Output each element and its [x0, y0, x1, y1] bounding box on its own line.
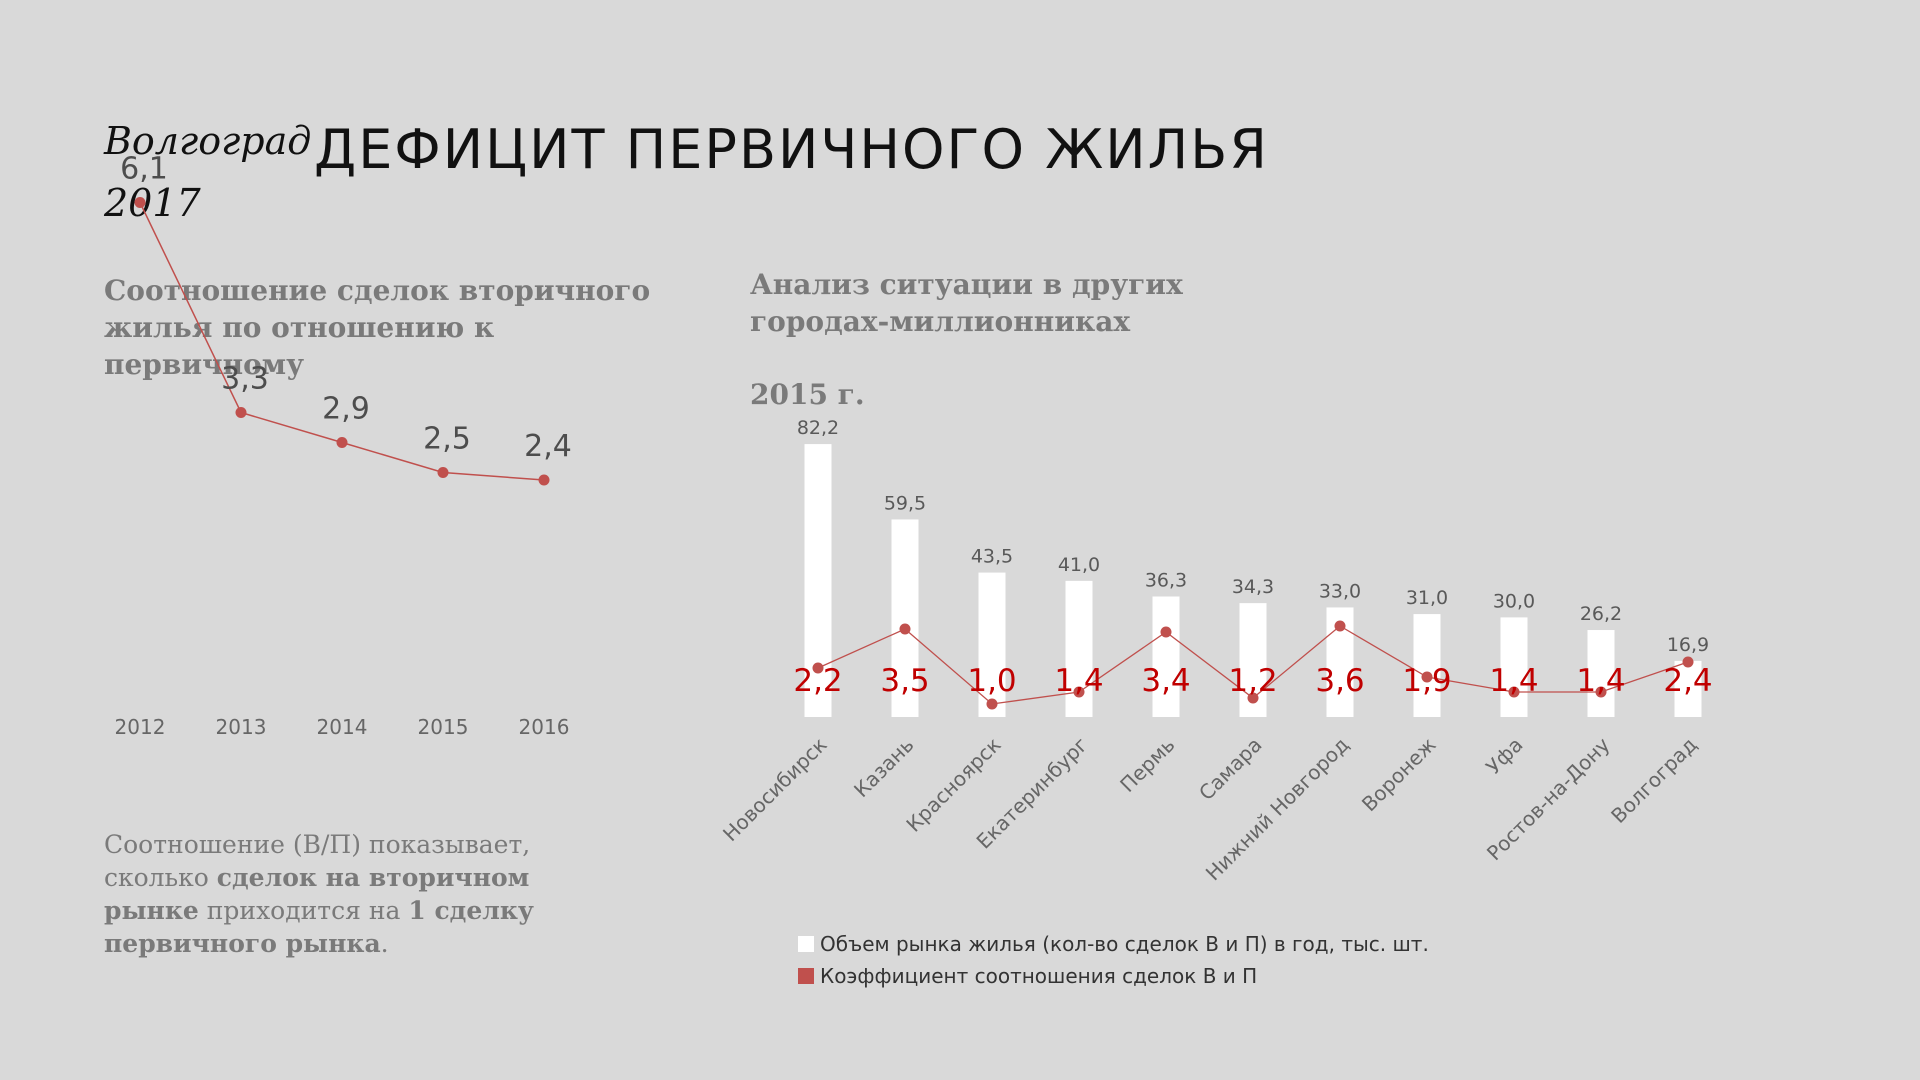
ratio-value-label: 1,0 [967, 663, 1016, 699]
ratio-value-label: 1,4 [1489, 663, 1538, 699]
ratio-point-11 [1682, 656, 1694, 668]
city-x-label: Уфа [1481, 733, 1527, 779]
ratio-point-1 [812, 662, 824, 674]
legend-item-volume: Объем рынка жилья (кол-во сделок В и П) … [798, 928, 1429, 960]
ratio-value-label: 3,4 [1141, 663, 1190, 699]
legend-label-volume: Объем рынка жилья (кол-во сделок В и П) … [820, 932, 1429, 956]
bar-11 [1674, 660, 1702, 717]
chart-legend: Объем рынка жилья (кол-во сделок В и П) … [798, 928, 1429, 992]
trend-x-tick: 2014 [317, 715, 368, 739]
brand-city: Волгоград [104, 119, 312, 163]
ratio-point-8 [1421, 671, 1433, 683]
ratio-value-label: 2,4 [1663, 663, 1712, 699]
bar-8 [1413, 614, 1441, 717]
bar-value-label: 41,0 [1058, 554, 1100, 576]
city-x-label: Волгоград [1606, 733, 1701, 828]
trend-value-label: 2,5 [423, 422, 471, 457]
note-text-1: Соотношение (В/П) показывает, сколько [104, 830, 531, 892]
ratio-point-3 [986, 698, 998, 710]
trend-point-2014 [336, 437, 348, 448]
note-bold-2: 1 сделку первичного рынка [104, 896, 534, 958]
trend-value-label: 2,9 [322, 392, 370, 427]
left-chart-title: Соотношение сделок вторичного жилья по о… [104, 274, 651, 381]
city-x-label: Новосибирск [718, 733, 831, 846]
legend-swatch-ratio [798, 968, 814, 984]
ratio-value-label: 3,6 [1315, 663, 1364, 699]
bar-9 [1500, 617, 1528, 717]
bar-value-label: 59,5 [884, 492, 926, 514]
ratio-value-label: 1,4 [1054, 663, 1103, 699]
bar-value-label: 30,0 [1493, 590, 1535, 612]
trend-point-2013 [235, 407, 247, 418]
brand-year: 2017 [104, 181, 201, 225]
note-bold-1: сделок на вторичном рынке [104, 863, 530, 925]
trend-point-2016 [538, 474, 550, 486]
bar-3 [978, 572, 1006, 717]
trend-x-tick: 2012 [115, 715, 166, 739]
ratio-point-4 [1073, 686, 1085, 698]
page-title: ДЕФИЦИТ ПЕРВИЧНОГО ЖИЛЬЯ [314, 118, 1269, 181]
ratio-point-7 [1334, 620, 1346, 632]
legend-swatch-volume [798, 936, 814, 952]
ratio-value-label: 1,4 [1576, 663, 1625, 699]
explanation-note: Соотношение (В/П) показывает, сколько сд… [104, 828, 624, 960]
city-x-label: Пермь [1115, 733, 1179, 797]
ratio-value-label: 1,9 [1402, 663, 1451, 699]
city-x-label: Нижний Новгород [1201, 733, 1354, 886]
bar-value-label: 26,2 [1580, 603, 1622, 625]
trend-x-tick: 2013 [216, 715, 267, 739]
brand-mark: Волгоград 2017 [104, 110, 311, 234]
ratio-point-6 [1247, 692, 1259, 704]
bar-value-label: 36,3 [1145, 569, 1187, 591]
legend-item-ratio: Коэффициент соотношения сделок В и П [798, 960, 1429, 992]
city-x-label: Воронеж [1357, 733, 1441, 817]
trend-value-label: 3,3 [221, 362, 269, 397]
right-chart-title: Анализ ситуации в других городах-миллион… [750, 268, 1183, 338]
city-x-label: Казань [849, 733, 918, 802]
trend-value-label: 2,4 [524, 429, 572, 464]
trend-point-2012 [134, 197, 146, 208]
bar-2 [891, 519, 919, 717]
trend-x-tick: 2015 [418, 715, 469, 739]
ratio-point-9 [1508, 686, 1520, 698]
bar-10 [1587, 630, 1615, 717]
ratio-value-label: 3,5 [880, 663, 929, 699]
bar-value-label: 31,0 [1406, 587, 1448, 609]
ratio-value-label: 2,2 [793, 663, 842, 699]
bar-value-label: 33,0 [1319, 580, 1361, 602]
trend-x-tick: 2016 [519, 715, 570, 739]
ratio-value-label: 1,2 [1228, 663, 1277, 699]
legend-label-ratio: Коэффициент соотношения сделок В и П [820, 964, 1258, 988]
bar-value-label: 82,2 [797, 417, 839, 439]
trend-point-2015 [437, 467, 449, 478]
ratio-point-2 [899, 623, 911, 635]
ratio-point-10 [1595, 686, 1607, 698]
bar-value-label: 34,3 [1232, 576, 1274, 598]
city-x-label: Самара [1194, 733, 1266, 805]
note-text-3: . [380, 929, 389, 958]
trend-value-label: 6,1 [120, 152, 168, 187]
bar-value-label: 16,9 [1667, 634, 1709, 656]
note-text-2: приходится на [198, 896, 409, 925]
bar-5 [1152, 596, 1180, 717]
right-chart-year: 2015 г. [750, 378, 865, 411]
ratio-point-5 [1160, 626, 1172, 638]
bar-value-label: 43,5 [971, 546, 1013, 568]
